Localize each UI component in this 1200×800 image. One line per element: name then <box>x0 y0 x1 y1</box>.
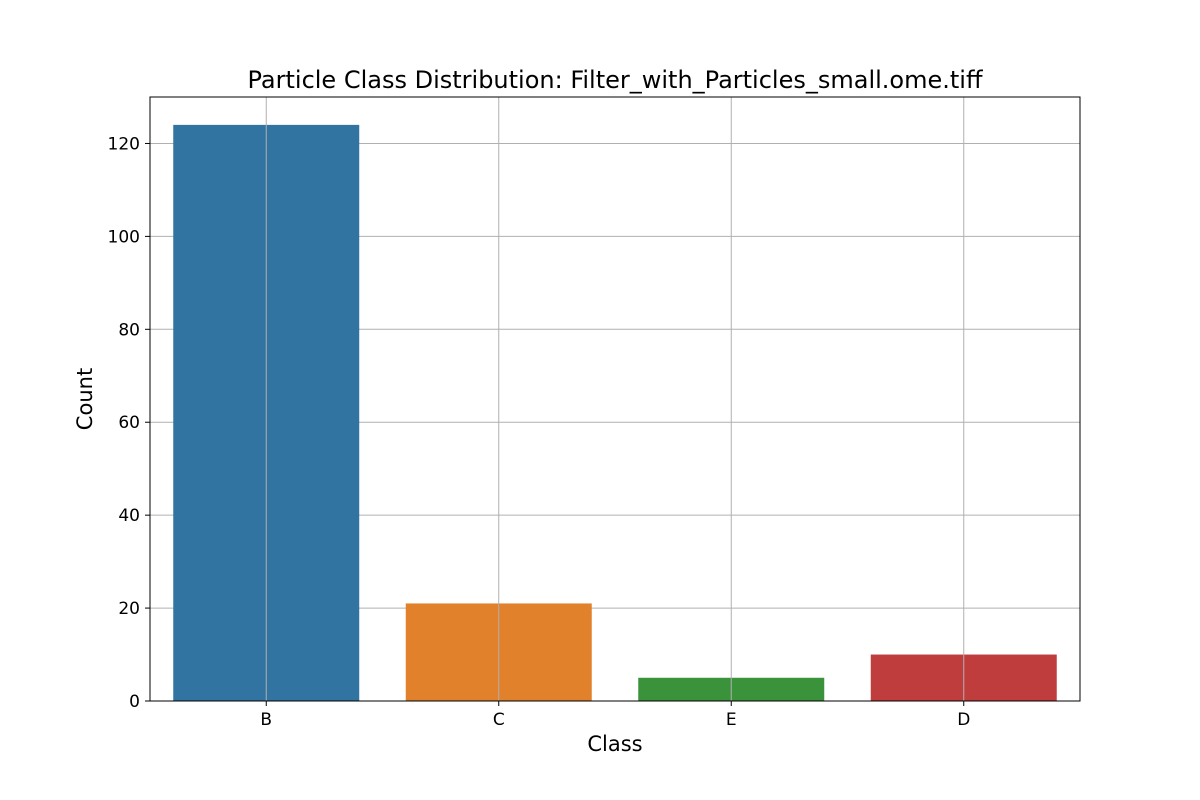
x-grid-lines <box>265 97 965 701</box>
y-tick-label: 40 <box>118 506 140 526</box>
bars <box>173 124 1057 701</box>
chart-title: Particle Class Distribution: Filter_with… <box>248 66 983 94</box>
x-tick-label: C <box>493 710 505 730</box>
x-tick-label: B <box>260 710 272 730</box>
y-tick-label: 0 <box>129 692 140 712</box>
y-tick-label: 20 <box>118 599 140 619</box>
plot-frame <box>149 96 1081 702</box>
y-tick-label: 60 <box>118 413 140 433</box>
x-tick-label: D <box>957 710 970 730</box>
y-axis-title: Count <box>73 368 97 430</box>
x-tick-label: E <box>726 710 737 730</box>
x-axis-title: Class <box>587 732 642 756</box>
y-tick-label: 80 <box>118 320 140 340</box>
axes: 0 20 40 60 80 100 120 B C E D <box>108 134 971 730</box>
y-tick-label: 100 <box>108 227 140 247</box>
y-tick-label: 120 <box>108 134 140 154</box>
